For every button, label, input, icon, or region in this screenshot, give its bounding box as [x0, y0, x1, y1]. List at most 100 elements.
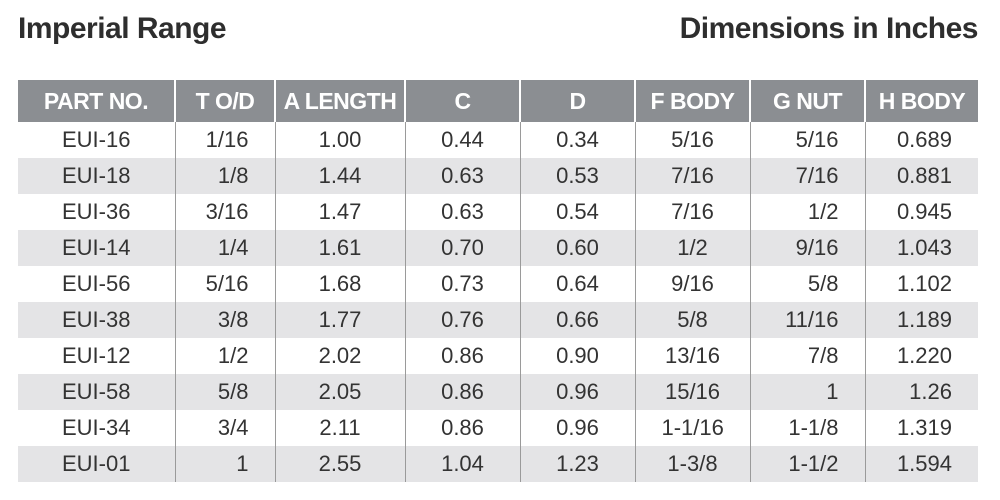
table-cell: 1.319	[864, 410, 978, 446]
table-row: EUI-36 3/16 1.47 0.63 0.54 7/16 1/2 0.945	[18, 194, 978, 230]
table-cell: EUI-38	[18, 302, 175, 338]
table-cell: EUI-12	[62, 343, 131, 368]
dimensions-table: PART NO. T O/D A LENGTH C D F BODY G NUT H BODY…	[18, 80, 978, 482]
table-cell: EUI-56	[62, 271, 131, 296]
header-row: PART NO. T O/D A LENGTH C D F BODY G NUT H BODY	[18, 80, 978, 122]
table-cell: 0.86	[404, 374, 520, 410]
table-row: EUI-16 1/16 1.00 0.44 0.34 5/16 5/16 0.689	[18, 122, 978, 158]
table-cell: EUI-34	[62, 415, 131, 440]
table-cell: 1-1/8	[749, 410, 865, 446]
table-cell: 7/16	[749, 158, 865, 194]
table-cell: 0.76	[404, 302, 520, 338]
table-row: EUI-14 1/4 1.61 0.70 0.60 1/2 9/16 1.043	[18, 230, 978, 266]
table-cell: 0.54	[519, 194, 635, 230]
table-cell: 7/16	[634, 158, 750, 194]
table-cell: 2.05	[274, 374, 405, 410]
table-cell: 3/8	[174, 302, 275, 338]
table-row: EUI-01 1 2.55 1.04 1.23 1-3/8 1-1/2 1.594	[18, 446, 978, 482]
column-header: G NUT	[749, 80, 865, 122]
column-header: H BODY	[864, 80, 978, 122]
table-cell: 9/16	[634, 266, 750, 302]
table-cell: 1-3/8	[634, 446, 750, 482]
table-cell: 5/8	[749, 266, 865, 302]
table-cell: 3/16	[174, 194, 275, 230]
table-row: EUI-18 1/8 1.44 0.63 0.53 7/16 7/16 0.881	[18, 158, 978, 194]
table-row: EUI-58 5/8 2.05 0.86 0.96 15/16 1 1.26	[18, 374, 978, 410]
table-cell: 5/8	[174, 374, 275, 410]
table-cell: EUI-01	[18, 446, 175, 482]
table-cell: 7/16	[634, 194, 750, 230]
table-row: EUI-56 5/16 1.68 0.73 0.64 9/16 5/8 1.102	[18, 266, 978, 302]
table-cell: 7/8	[749, 338, 865, 374]
table-row: EUI-34 3/4 2.11 0.86 0.96 1-1/16 1-1/8 1.319	[18, 410, 978, 446]
table-cell: 1.23	[519, 446, 635, 482]
table-cell: 9/16	[749, 230, 865, 266]
table-cell: 0.689	[864, 122, 978, 158]
table-cell: 0.63	[404, 158, 520, 194]
table-row: EUI-12 1/2 2.02 0.86 0.90 13/16 7/8 1.220	[18, 338, 978, 374]
table-cell: 1.043	[864, 230, 978, 266]
table-cell: 13/16	[634, 338, 750, 374]
table-cell: 2.11	[274, 410, 405, 446]
table-cell: 0.60	[519, 230, 635, 266]
column-header: PART NO.	[18, 80, 175, 122]
table-cell: 1	[174, 446, 275, 482]
column-header: A LENGTH	[274, 80, 405, 122]
table-cell: 15/16	[634, 374, 750, 410]
table-cell: 0.53	[519, 158, 635, 194]
title: Imperial Range	[18, 12, 227, 45]
table-cell: 1/8	[174, 158, 275, 194]
table-cell: 0.945	[864, 194, 978, 230]
table-body: EUI-16 1/16 1.00 0.44 0.34 5/16 5/16 0.689 EUI-1…	[18, 122, 978, 482]
table-cell: 1	[749, 374, 865, 410]
column-header: C	[404, 80, 520, 122]
table-cell: 1.77	[274, 302, 405, 338]
table-cell: 0.96	[519, 374, 635, 410]
table-cell: 0.881	[864, 158, 978, 194]
table-cell: 1.44	[274, 158, 405, 194]
table-cell: 0.96	[519, 410, 635, 446]
table-cell: 1/4	[174, 230, 275, 266]
table-cell: 0.63	[404, 194, 520, 230]
table-cell: 2.55	[274, 446, 405, 482]
table-cell: 1/2	[749, 194, 865, 230]
table-cell: 1-1/16	[634, 410, 750, 446]
table-cell: 1.102	[864, 266, 978, 302]
table-cell: 0.34	[519, 122, 635, 158]
table-cell: 1.220	[864, 338, 978, 374]
table-row: EUI-38 3/8 1.77 0.76 0.66 5/8 11/16 1.189	[18, 302, 978, 338]
table-cell: EUI-14	[18, 230, 175, 266]
table-cell: 5/16	[634, 122, 750, 158]
table-cell: 1-1/2	[749, 446, 865, 482]
table-cell: 11/16	[749, 302, 865, 338]
table-cell: 1.04	[404, 446, 520, 482]
column-header: D	[519, 80, 635, 122]
table-cell: 1.47	[274, 194, 405, 230]
column-header: T O/D	[174, 80, 275, 122]
table-cell: 0.86	[404, 338, 520, 374]
table-cell: 5/16	[749, 122, 865, 158]
table-cell: 0.86	[404, 410, 520, 446]
table-cell: EUI-18	[18, 158, 175, 194]
table-cell: EUI-16	[62, 127, 131, 152]
table-cell: 1.594	[864, 446, 978, 482]
units-note: Dimensions in Inches	[679, 12, 979, 45]
table-cell: EUI-58	[18, 374, 175, 410]
table-cell: 3/4	[174, 410, 275, 446]
table-cell: 5/8	[634, 302, 750, 338]
table-cell: 0.66	[519, 302, 635, 338]
table-cell: 1.61	[274, 230, 405, 266]
table-cell: 0.44	[404, 122, 520, 158]
table-cell: 1.189	[864, 302, 978, 338]
table-cell: 0.90	[519, 338, 635, 374]
table-cell: 0.64	[519, 266, 635, 302]
table-cell: 1.00	[274, 122, 405, 158]
table-cell: 1.68	[274, 266, 405, 302]
table-cell: 1/2	[174, 338, 275, 374]
table-cell: 0.70	[404, 230, 520, 266]
table-cell: 2.02	[274, 338, 405, 374]
table-cell: 5/16	[174, 266, 275, 302]
table-cell: 1.26	[864, 374, 978, 410]
table-cell: 1/2	[634, 230, 750, 266]
